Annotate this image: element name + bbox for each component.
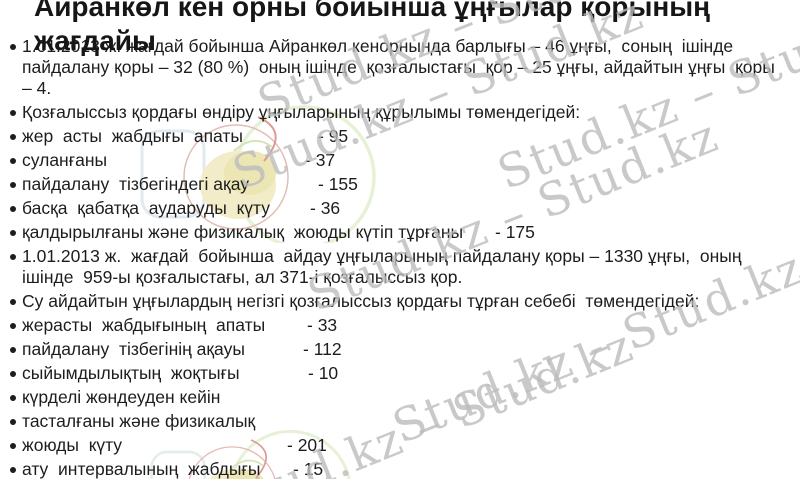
bullet-text: 1.01.2013 ж. жағдай бойынша Айранкөл кен… [22, 36, 780, 98]
bullet-list: 1.01.2013 ж. жағдай бойынша Айранкөл кен… [8, 36, 780, 479]
bullet-item: күрделі жөндеуден кейін [8, 387, 780, 408]
bullet-item: басқа қабатқа аударуды күту - 36 [8, 198, 780, 219]
bullet-item: тасталғаны және физикалық [8, 411, 780, 432]
bullet-value: - 15 [293, 459, 324, 479]
bullet-text: ату интервалының жабдығы [22, 459, 261, 479]
bullet-value: - 175 [495, 222, 535, 242]
slide-title-line-1: Айранкөл кен орны бойынша ұңғылар қорыны… [34, 0, 711, 22]
bullet-value: - 95 [318, 126, 349, 146]
bullet-value: - 36 [310, 198, 341, 218]
bullet-icon [10, 467, 16, 473]
bullet-icon [10, 134, 16, 140]
bullet-text: 1.01.2013 ж. жағдай бойынша айдау ұңғыла… [22, 246, 747, 287]
bullet-text: суланғаны [22, 150, 108, 170]
bullet-icon [10, 182, 16, 188]
bullet-value: - 201 [287, 435, 327, 455]
bullet-text: басқа қабатқа аударуды күту [22, 198, 270, 218]
bullet-icon [10, 299, 16, 305]
bullet-icon [10, 323, 16, 329]
bullet-text: жер асты жабдығы апаты [22, 126, 243, 146]
bullet-text: қалдырылғаны және физикалық жоюды күтіп … [22, 222, 464, 242]
bullet-icon [10, 254, 16, 260]
bullet-text: сыйымдылықтың жоқтығы [22, 363, 240, 383]
bullet-item: жерасты жабдығының апаты - 33 [8, 315, 780, 336]
bullet-icon [10, 395, 16, 401]
bullet-icon [10, 443, 16, 449]
bullet-value: - 10 [308, 363, 339, 383]
bullet-text: жоюды күту [22, 435, 123, 455]
bullet-text: пайдалану тізбегіндегі ақау [22, 174, 249, 194]
bullet-value: - 112 [303, 339, 342, 359]
bullet-item: ату интервалының жабдығы - 15 [8, 459, 780, 479]
bullet-icon [10, 158, 16, 164]
bullet-text: Қозғалыссыз қордағы өндіру ұңғыларының қ… [22, 102, 581, 122]
bullet-item: пайдалану тізбегіндегі ақау - 155 [8, 174, 780, 195]
bullet-text: жерасты жабдығының апаты [22, 315, 266, 335]
bullet-item: 1.01.2013 ж. жағдай бойынша Айранкөл кен… [8, 36, 780, 99]
bullet-value: - 37 [305, 150, 336, 170]
bullet-item: сыйымдылықтың жоқтығы - 10 [8, 363, 780, 384]
bullet-text: күрделі жөндеуден кейін [22, 387, 221, 407]
slide-title-line-2: жағдайы [34, 25, 156, 56]
bullet-item: суланғаны - 37 [8, 150, 780, 171]
bullet-value: - 155 [318, 174, 358, 194]
bullet-item: жоюды күту - 201 [8, 435, 780, 456]
bullet-item: қалдырылғаны және физикалық жоюды күтіп … [8, 222, 780, 243]
bullet-value: - 33 [307, 315, 338, 335]
bullet-icon [10, 44, 16, 50]
bullet-item: Қозғалыссыз қордағы өндіру ұңғыларының қ… [8, 102, 780, 123]
bullet-icon [10, 371, 16, 377]
bullet-text: тасталғаны және физикалық [22, 411, 256, 431]
bullet-icon [10, 419, 16, 425]
bullet-item: пайдалану тізбегінің ақауы - 112 [8, 339, 780, 360]
bullet-item: Су айдайтын ұңғылардың негізгі қозғалысс… [8, 291, 780, 312]
bullet-item: 1.01.2013 ж. жағдай бойынша айдау ұңғыла… [8, 246, 780, 288]
bullet-icon [10, 230, 16, 236]
slide-title: Айранкөл кен орны бойынша ұңғылар қорыны… [34, 0, 710, 58]
bullet-icon [10, 206, 16, 212]
bullet-icon [10, 110, 16, 116]
bullet-text: пайдалану тізбегінің ақауы [22, 339, 245, 359]
bullet-item: жер асты жабдығы апаты - 95 [8, 126, 780, 147]
bullet-text: Су айдайтын ұңғылардың негізгі қозғалысс… [22, 291, 700, 311]
bullet-icon [10, 347, 16, 353]
